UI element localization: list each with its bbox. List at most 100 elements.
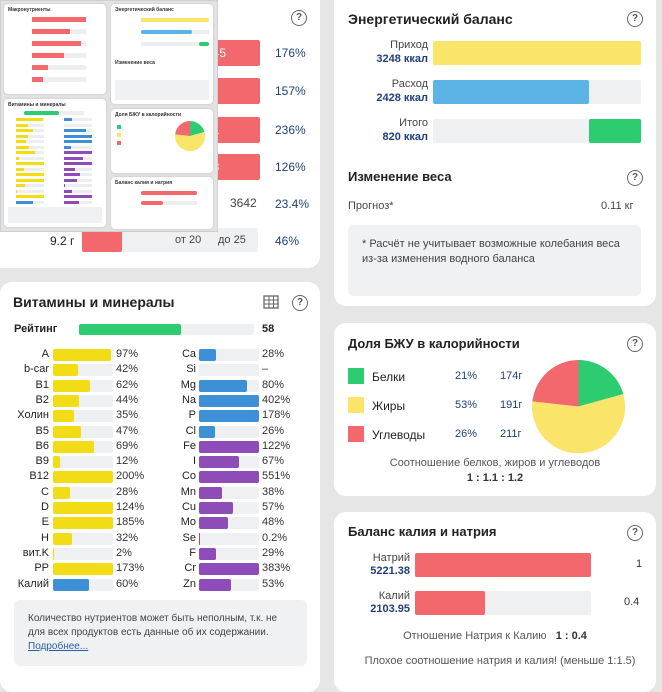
nutrient-percent: – [262, 363, 268, 375]
mini-vit-bar-fill [16, 124, 28, 127]
mini-vit-bar [64, 190, 92, 193]
nutrient-percent: 35% [116, 409, 138, 421]
macro-percent: 236% [275, 123, 306, 137]
weight-title: Изменение веса [348, 169, 452, 184]
mini-vit-bar [64, 124, 92, 127]
nutrient-bar [53, 441, 113, 453]
mini-note [8, 207, 102, 223]
bju-pie-chart [532, 360, 625, 453]
nutrient-bar [199, 364, 259, 376]
mini-vit-bar-fill [64, 162, 92, 165]
bju-color-swatch [348, 397, 364, 413]
mini-vit-bar-fill [16, 195, 44, 198]
nutrient-label-right: Mo [168, 516, 196, 528]
bju-title: Доля БЖУ в калорийности [348, 336, 520, 351]
energy-title: Энергетический баланс [348, 11, 513, 27]
more-link[interactable]: Подробнее... [28, 641, 88, 652]
nutrient-bar-fill [53, 456, 60, 468]
mini-vit-bar [64, 129, 92, 132]
nutrient-label-left: B1 [13, 379, 49, 391]
energy-bar [433, 119, 641, 143]
mini-kna-card: Баланс калия и натрия [111, 177, 213, 229]
nutrient-bar-fill [199, 456, 239, 468]
mini-vit-bar [16, 140, 44, 143]
nutrient-bar [53, 502, 113, 514]
mini-vit-bar [16, 129, 44, 132]
mini-vit-bar-fill [64, 201, 79, 204]
mini-vit-bar [64, 140, 92, 143]
nutrient-percent: 28% [262, 348, 284, 360]
rating-bar [79, 324, 254, 335]
help-icon[interactable]: ? [627, 170, 643, 186]
help-icon[interactable]: ? [292, 295, 308, 311]
nutrient-bar [53, 471, 113, 483]
nutrient-bar-fill [53, 380, 90, 392]
nutrient-bar-fill [199, 579, 231, 591]
help-icon[interactable]: ? [627, 11, 643, 27]
nutrient-label-left: D [13, 501, 49, 513]
nutrient-bar-fill [199, 502, 233, 514]
energy-value: 820 ккал [334, 131, 428, 143]
mini-macro-bar [32, 29, 86, 34]
help-icon[interactable]: ? [627, 525, 643, 541]
mini-vit-bar [64, 157, 92, 160]
nutrient-bar [199, 579, 259, 591]
bju-label: Жиры [372, 399, 405, 413]
nutrient-bar-fill [199, 441, 259, 453]
nutrient-bar-fill [199, 410, 259, 422]
mini-vit-bar [16, 146, 44, 149]
mini-macro-card: Макронутриенты [4, 4, 106, 94]
help-icon[interactable]: ? [291, 10, 307, 26]
nutrient-bar-fill [199, 487, 222, 499]
nutrients-note-text: Количество нутриентов может быть неполны… [28, 613, 277, 638]
bju-percent: 21% [455, 370, 477, 382]
nutrient-percent: 200% [116, 470, 144, 482]
kna-value: 5221.38 [334, 565, 410, 577]
nutrient-bar [199, 380, 259, 392]
nutrient-percent: 53% [262, 578, 284, 590]
mini-weight-title: Изменение веса [115, 60, 155, 66]
nutrient-percent: 67% [262, 455, 284, 467]
bju-color-swatch [348, 426, 364, 442]
nutrient-label-left: b-car [13, 363, 49, 375]
nutrient-label-left: B6 [13, 440, 49, 452]
nutrient-label-right: Cu [168, 501, 196, 513]
fiber-from: от 20 [175, 234, 201, 246]
nutrient-percent: 12% [116, 455, 138, 467]
nutrient-label-right: Zn [168, 578, 196, 590]
nutrient-percent: 28% [116, 486, 138, 498]
rating-label: Рейтинг [14, 323, 57, 335]
nutrient-bar [53, 487, 113, 499]
mini-vit-bar-fill [64, 157, 83, 160]
nutrient-percent: 62% [116, 379, 138, 391]
kna-ratio-label: Отношение Натрия к Калию [403, 630, 546, 642]
mini-vit-bar-fill [64, 173, 80, 176]
nutrient-bar-fill [199, 349, 216, 361]
nutrient-bar-fill [53, 548, 54, 560]
mini-vitamins-title: Витамины и минералы [8, 102, 66, 108]
bju-grams: 191г [500, 399, 522, 411]
nutrient-bar-fill [53, 502, 113, 514]
mini-vit-bar [16, 168, 44, 171]
fiber-to: до 25 [218, 234, 246, 246]
table-view-icon[interactable] [263, 295, 279, 309]
nutrient-bar [199, 395, 259, 407]
mini-vit-bar [64, 195, 92, 198]
mini-vit-bar-fill [64, 190, 72, 193]
kna-bar [415, 553, 591, 577]
mini-macro-bar-fill [32, 77, 43, 82]
nutrient-bar-fill [53, 410, 74, 422]
mini-vitamins-card: Витамины и минералы [4, 99, 106, 227]
nutrient-percent: 60% [116, 578, 138, 590]
mini-macro-bar-fill [32, 17, 86, 22]
bju-color-swatch [348, 368, 364, 384]
nutrient-label-right: Co [168, 470, 196, 482]
mini-vit-bar [64, 162, 92, 165]
nutrient-label-left: Холин [13, 409, 49, 421]
nutrient-bar [199, 502, 259, 514]
help-icon[interactable]: ? [627, 336, 643, 352]
nutrient-label-left: PP [13, 562, 49, 574]
energy-value: 3248 ккал [334, 53, 428, 65]
